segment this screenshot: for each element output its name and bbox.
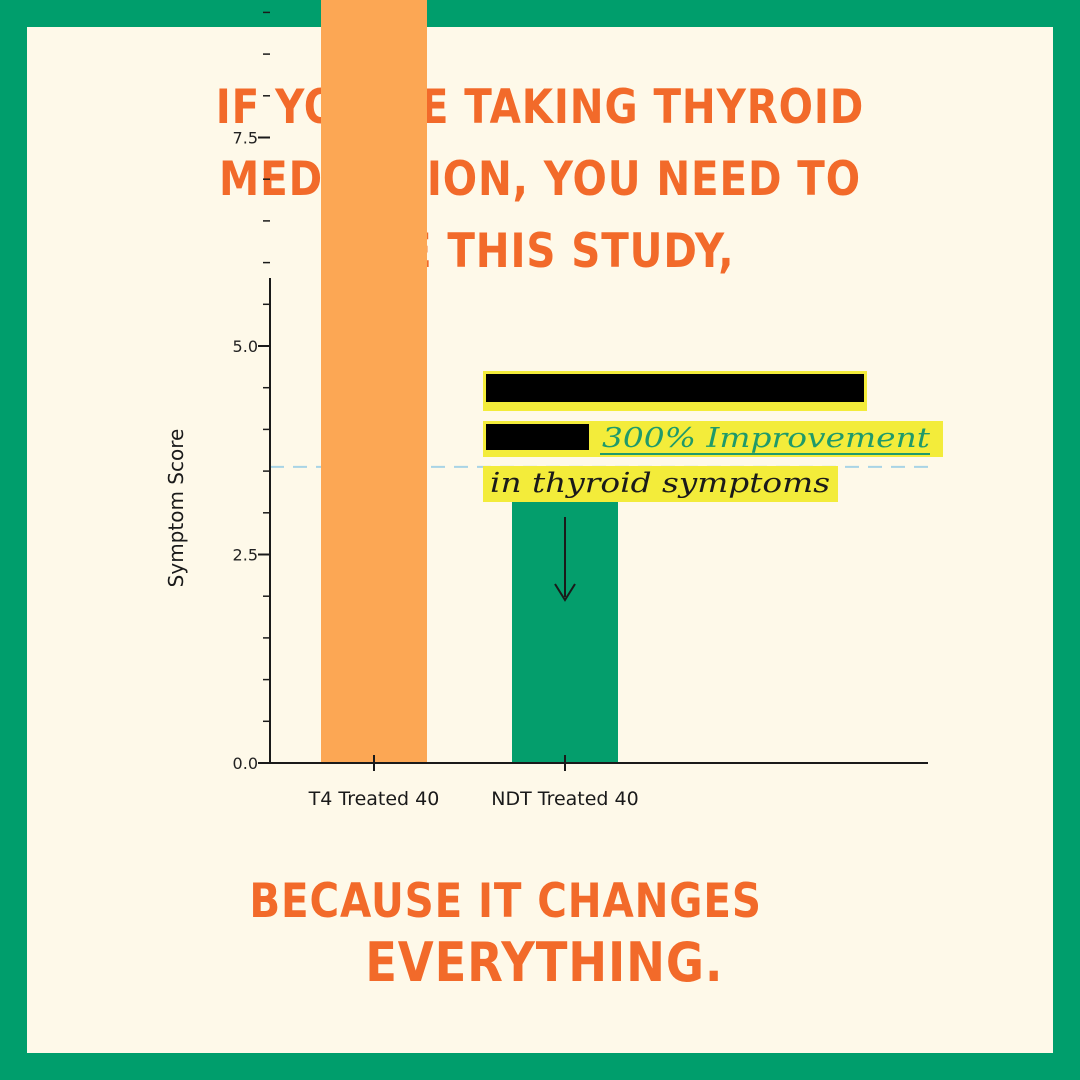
- footer-line-1: BECAUSE IT CHANGES: [249, 874, 762, 929]
- x-tick-label-1: T4 Treated 40: [308, 788, 440, 810]
- footer-line-2: EVERYTHING.: [365, 931, 724, 994]
- y-tick-label: 0.0: [233, 754, 258, 773]
- axes: [269, 278, 928, 764]
- bars: [321, 0, 618, 763]
- bar-t4-treated: [321, 0, 427, 763]
- redaction-bar-1: [486, 374, 864, 402]
- annotation-arrow-head: [554, 583, 576, 602]
- annotation: 300% Improvement in thyroid symptoms: [483, 371, 943, 602]
- x-tick-labels: T4 Treated 40 NDT Treated 40: [308, 755, 639, 810]
- x-tick-label-2: NDT Treated 40: [491, 788, 638, 810]
- annotation-highlight-3: [483, 466, 838, 502]
- annotation-improvement-text: 300% Improvement: [602, 423, 930, 454]
- y-tick-label: 5.0: [233, 337, 258, 356]
- y-axis-label: Symptom Score: [164, 429, 188, 588]
- y-tick-label: 7.5: [233, 129, 258, 148]
- bar-ndt-treated: [512, 466, 618, 763]
- footer: BECAUSE IT CHANGES EVERYTHING.: [76, 872, 1005, 994]
- y-ticks: 0.02.55.07.510.0: [233, 11, 270, 773]
- y-tick-label: 2.5: [233, 546, 258, 565]
- annotation-symptoms-text: in thyroid symptoms: [490, 468, 830, 499]
- redaction-bar-2: [486, 424, 589, 450]
